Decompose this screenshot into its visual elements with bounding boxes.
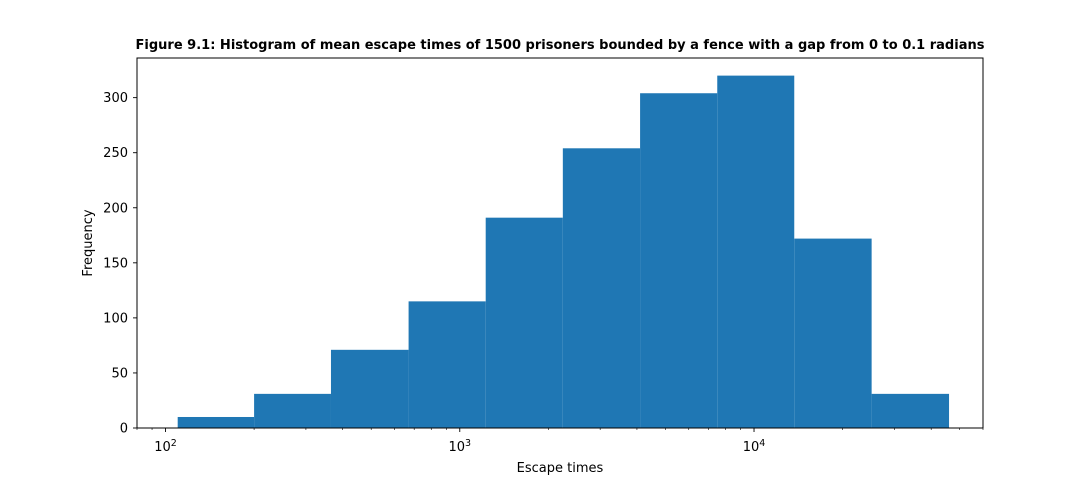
histogram-bar-0 (177, 416, 255, 428)
x-axis-ticks: 102 103 104 (136, 428, 984, 456)
x-tick-label: 104 (743, 438, 766, 456)
x-tick-exponent: 3 (465, 438, 471, 449)
histogram-bar-5 (562, 148, 641, 429)
y-tick-label: 300 (103, 91, 128, 106)
y-axis-ticks: 0 50 100 150 200 250 300 (103, 91, 137, 437)
y-tick-label: 200 (103, 201, 128, 216)
x-axis-label: Escape times (517, 461, 604, 476)
y-tick-label: 100 (103, 311, 128, 326)
x-tick-label: 102 (154, 438, 177, 456)
histogram-bar-4 (485, 217, 563, 428)
chart-title: Figure 9.1: Histogram of mean escape tim… (136, 38, 985, 53)
histogram-bar-2 (330, 349, 409, 428)
y-tick-label: 50 (111, 366, 128, 381)
plot-frame (136, 57, 984, 429)
y-axis-label: Frequency (81, 209, 96, 276)
x-tick-label: 103 (448, 438, 471, 456)
histogram-bar-3 (408, 301, 486, 428)
histogram-bar-8 (794, 238, 872, 428)
x-tick-exponent: 2 (171, 438, 177, 449)
histogram-bar-7 (717, 75, 795, 428)
y-tick-label: 150 (103, 256, 128, 271)
histogram-bar-6 (640, 93, 718, 428)
x-tick-exponent: 4 (759, 438, 765, 449)
y-tick-label: 250 (103, 146, 128, 161)
histogram-bar-1 (254, 393, 331, 428)
y-tick-label: 0 (120, 422, 128, 437)
histogram-bars (177, 75, 950, 429)
histogram-bar-9 (871, 393, 950, 428)
